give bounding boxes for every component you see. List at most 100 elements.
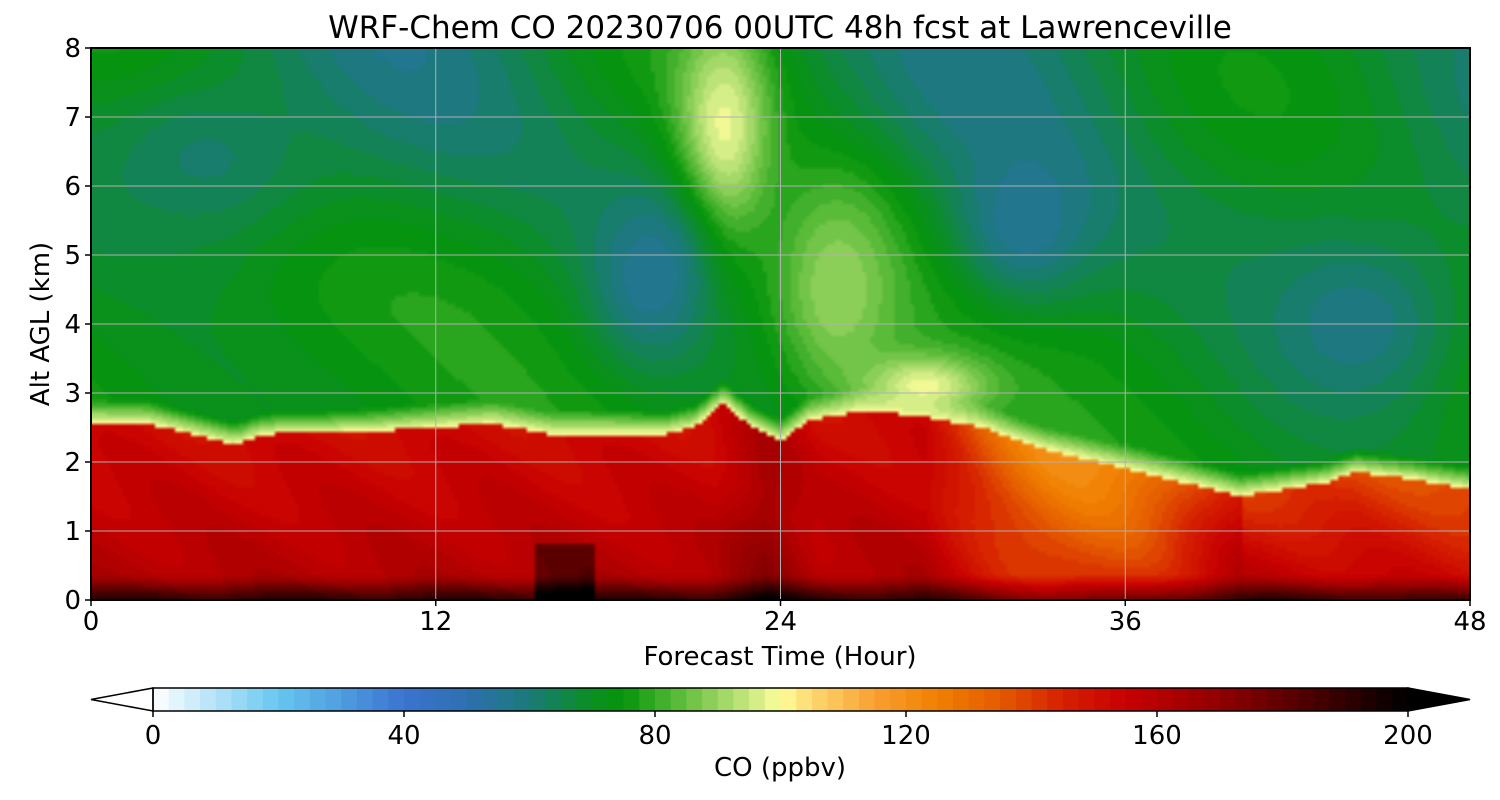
gridlines [91, 48, 1470, 600]
colorbar-segment [1078, 688, 1095, 711]
colorbar-segment [1345, 688, 1362, 711]
colorbar-segment [890, 688, 907, 711]
x-axis-ticks: 0 12 24 36 48 [83, 600, 1487, 637]
colorbar-tick-label: 0 [145, 721, 162, 751]
chart-title: WRF-Chem CO 20230706 00UTC 48h fcst at L… [328, 10, 1232, 46]
colorbar-segment [168, 688, 185, 711]
colorbar-ticks: 0 40 80 120 160 200 [145, 711, 1433, 751]
colorbar-tick-label: 120 [881, 721, 931, 751]
x-tick-label: 24 [764, 607, 797, 637]
colorbar-segment [811, 688, 829, 711]
x-tick-label: 0 [83, 607, 100, 637]
x-axis-label: Forecast Time (Hour) [643, 642, 916, 672]
colorbar-segment [1204, 688, 1221, 711]
colorbar-segment [356, 688, 374, 711]
colorbar-segment [215, 688, 233, 711]
colorbar-segment [278, 688, 295, 711]
colorbar-segment [529, 688, 546, 711]
colorbar-segment [749, 688, 766, 711]
colorbar-segment [435, 688, 452, 711]
colorbar-segment [262, 688, 280, 711]
x-tick-label: 12 [419, 607, 452, 637]
colorbar [90, 687, 1471, 712]
colorbar-segment [1376, 688, 1393, 711]
colorbar-segment [764, 688, 782, 711]
y-tick-label: 4 [64, 310, 81, 340]
colorbar-segment [1360, 688, 1378, 711]
y-tick-label: 3 [64, 379, 81, 409]
colorbar-segment [858, 688, 876, 711]
colorbar-tick-label: 160 [1132, 721, 1182, 751]
colorbar-segment [231, 688, 248, 711]
y-tick-label: 0 [64, 586, 81, 616]
colorbar-min-extend [90, 687, 154, 712]
colorbar-segment [309, 688, 327, 711]
colorbar-segment [623, 688, 640, 711]
colorbar-segment [341, 688, 358, 711]
y-tick-label: 5 [64, 241, 81, 271]
colorbar-segment [451, 688, 468, 711]
colorbar-segment [686, 688, 703, 711]
colorbar-segment [1094, 688, 1111, 711]
colorbar-segment [1329, 688, 1346, 711]
colorbar-segment [419, 688, 436, 711]
colorbar-segment [513, 688, 531, 711]
colorbar-segment [560, 688, 578, 711]
colorbar-segment [1125, 688, 1142, 711]
colorbar-segment [1392, 688, 1409, 711]
colorbar-segment [607, 688, 625, 711]
colorbar-segment [576, 688, 593, 711]
y-tick-label: 2 [64, 448, 81, 478]
colorbar-segment [655, 688, 672, 711]
colorbar-segment [953, 688, 970, 711]
colorbar-segment [1219, 688, 1237, 711]
x-tick-label: 48 [1453, 607, 1486, 637]
x-tick-label: 36 [1109, 607, 1142, 637]
colorbar-segment [1109, 688, 1127, 711]
colorbar-segment [984, 688, 1001, 711]
colorbar-segment [592, 688, 609, 711]
colorbar-segment [639, 688, 656, 711]
colorbar-segment [482, 688, 499, 711]
colorbar-segment [906, 688, 923, 711]
colorbar-segment [247, 688, 264, 711]
colorbar-tick-label: 40 [387, 721, 420, 751]
colorbar-segment [1188, 688, 1205, 711]
colorbar-segment [717, 688, 735, 711]
colorbar-segment [937, 688, 954, 711]
colorbar-label: CO (ppbv) [714, 753, 846, 783]
colorbar-segment [1313, 688, 1331, 711]
colorbar-segment [1266, 688, 1284, 711]
colorbar-segment [780, 688, 797, 711]
colorbar-segment [184, 688, 201, 711]
colorbar-segment [1000, 688, 1017, 711]
colorbar-segment [796, 688, 813, 711]
y-axis-ticks: 0 1 2 3 4 5 6 7 8 [64, 34, 91, 616]
colorbar-segment [372, 688, 389, 711]
y-tick-label: 8 [64, 34, 81, 64]
colorbar-segment [466, 688, 484, 711]
colorbar-segment [827, 688, 844, 711]
colorbar-segment [733, 688, 750, 711]
colorbar-segment [1172, 688, 1189, 711]
colorbar-segment [968, 688, 986, 711]
colorbar-segment [1031, 688, 1048, 711]
colorbar-segment [1047, 688, 1064, 711]
colorbar-segment [1015, 688, 1033, 711]
colorbar-max-extend [1407, 687, 1471, 712]
colorbar-segment [1251, 688, 1268, 711]
y-tick-label: 1 [64, 517, 81, 547]
colorbar-segment [1157, 688, 1174, 711]
colorbar-segment [1298, 688, 1315, 711]
colorbar-segment [294, 688, 311, 711]
colorbar-segment [404, 688, 421, 711]
colorbar-segment [545, 688, 562, 711]
colorbar-segment [325, 688, 342, 711]
y-tick-label: 7 [64, 103, 81, 133]
colorbar-segment [702, 688, 719, 711]
colorbar-segment [498, 688, 515, 711]
colorbar-tick-label: 80 [638, 721, 671, 751]
colorbar-segment [200, 688, 217, 711]
colorbar-segment [153, 688, 170, 711]
